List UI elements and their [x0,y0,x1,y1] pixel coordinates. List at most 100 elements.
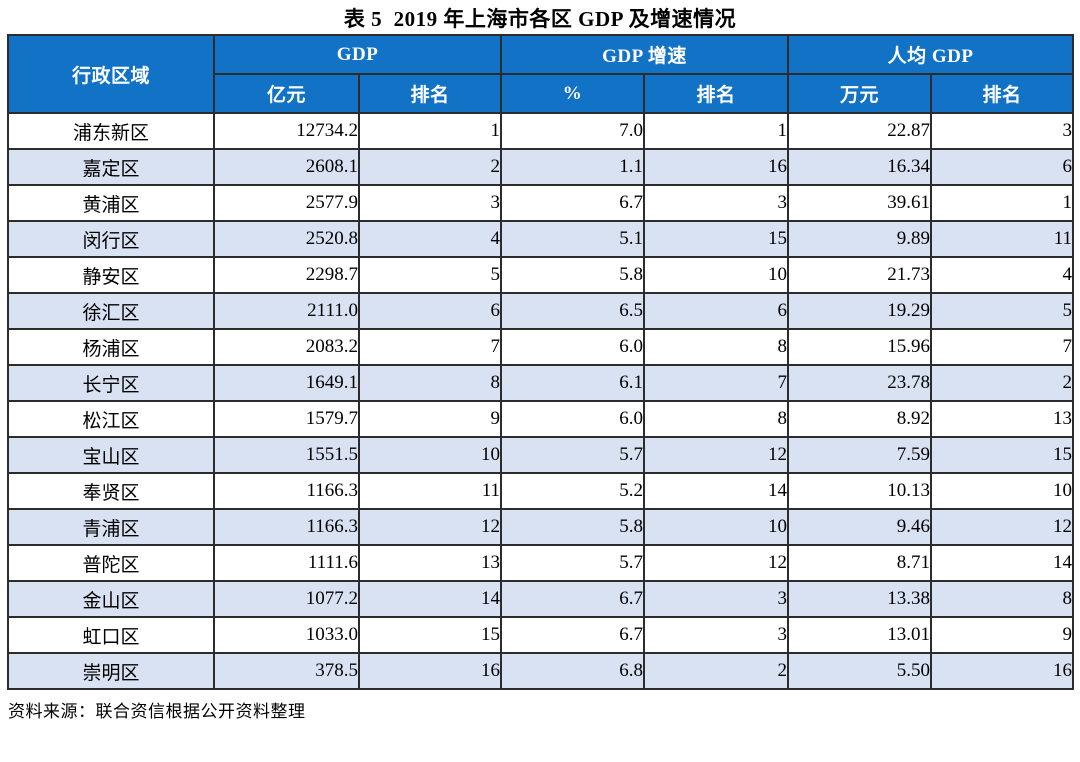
cell-value: 9 [357,400,503,438]
cell-value: 6.8 [500,652,646,690]
cell-value: 2577.9 [213,184,360,222]
cell-value: 16 [357,652,503,690]
cell-value: 2111.0 [213,292,360,330]
cell-value: 9 [930,616,1075,654]
cell-value: 7.59 [787,436,933,474]
table-row: 徐汇区 2111.0 6 6.5 6 19.29 5 [7,292,1075,330]
table-row: 黄浦区 2577.9 3 6.7 3 39.61 1 [7,184,1075,222]
cell-district: 金山区 [7,580,215,618]
cell-value: 2 [643,652,790,690]
cell-value: 15 [357,616,503,654]
cell-value: 6.7 [500,184,646,222]
header-per-capita-rank: 排名 [930,73,1075,114]
header-gdp-rank: 排名 [357,73,503,114]
cell-value: 7 [930,328,1075,366]
header-district: 行政区域 [7,34,215,114]
cell-district: 松江区 [7,400,215,438]
cell-value: 3 [643,580,790,618]
table-row: 奉贤区 1166.3 11 5.2 14 10.13 10 [7,472,1075,510]
cell-value: 19.29 [787,292,933,330]
cell-district: 虹口区 [7,616,215,654]
cell-value: 10 [357,436,503,474]
table-row: 普陀区 1111.6 13 5.7 12 8.71 14 [7,544,1075,582]
cell-value: 2520.8 [213,220,360,258]
table-row: 杨浦区 2083.2 7 6.0 8 15.96 7 [7,328,1075,366]
cell-value: 6 [930,148,1075,186]
cell-value: 6.5 [500,292,646,330]
table-row: 浦东新区 12734.2 1 7.0 1 22.87 3 [7,112,1075,150]
cell-value: 15 [930,436,1075,474]
cell-value: 5.8 [500,508,646,546]
cell-value: 2298.7 [213,256,360,294]
cell-value: 2083.2 [213,328,360,366]
header-group-row: 行政区域 GDP GDP 增速 人均 GDP [7,34,1075,114]
cell-value: 1 [930,184,1075,222]
cell-value: 16.34 [787,148,933,186]
cell-district: 普陀区 [7,544,215,582]
cell-value: 1579.7 [213,400,360,438]
header-per-capita-unit: 万元 [787,73,933,114]
header-growth-unit: % [500,73,646,114]
cell-district: 静安区 [7,256,215,294]
cell-value: 10 [643,256,790,294]
cell-value: 8.92 [787,400,933,438]
header-growth-group: GDP 增速 [500,34,790,75]
table-row: 静安区 2298.7 5 5.8 10 21.73 4 [7,256,1075,294]
cell-value: 4 [357,220,503,258]
cell-value: 15 [643,220,790,258]
cell-value: 21.73 [787,256,933,294]
cell-value: 1551.5 [213,436,360,474]
cell-value: 6.0 [500,400,646,438]
cell-value: 14 [930,544,1075,582]
cell-value: 2 [357,148,503,186]
table-row: 长宁区 1649.1 8 6.1 7 23.78 2 [7,364,1075,402]
cell-value: 10.13 [787,472,933,510]
header-sub-row: 亿元 排名 % 排名 万元 排名 [8,73,1075,114]
cell-value: 22.87 [787,112,933,150]
source-note: 资料来源：联合资信根据公开资料整理 [8,702,306,721]
cell-value: 13.01 [787,616,933,654]
cell-value: 6.0 [500,328,646,366]
cell-value: 15.96 [787,328,933,366]
cell-district: 浦东新区 [7,112,215,150]
table-row: 崇明区 378.5 16 6.8 2 5.50 16 [7,652,1075,690]
cell-district: 徐汇区 [7,292,215,330]
cell-value: 6 [643,292,790,330]
cell-value: 6.7 [500,580,646,618]
cell-value: 1111.6 [213,544,360,582]
cell-value: 1649.1 [213,364,360,402]
cell-value: 378.5 [213,652,360,690]
table-row: 金山区 1077.2 14 6.7 3 13.38 8 [7,580,1075,618]
table-row: 嘉定区 2608.1 2 1.1 16 16.34 6 [7,148,1075,186]
cell-value: 1166.3 [213,472,360,510]
cell-value: 5.1 [500,220,646,258]
cell-value: 11 [357,472,503,510]
cell-value: 8 [357,364,503,402]
cell-value: 1077.2 [213,580,360,618]
cell-value: 16 [643,148,790,186]
cell-value: 1 [357,112,503,150]
cell-value: 39.61 [787,184,933,222]
table-body: 浦东新区 12734.2 1 7.0 1 22.87 3 嘉定区 2608.1 2 1.1 16 16.… [7,112,1075,690]
table-row: 松江区 1579.7 9 6.0 8 8.92 13 [7,400,1075,438]
cell-value: 3 [643,184,790,222]
cell-value: 8 [643,328,790,366]
cell-value: 9.89 [787,220,933,258]
cell-value: 7 [643,364,790,402]
cell-value: 16 [930,652,1075,690]
cell-district: 杨浦区 [7,328,215,366]
cell-value: 13.38 [787,580,933,618]
cell-value: 10 [643,508,790,546]
table-row: 宝山区 1551.5 10 5.7 12 7.59 15 [7,436,1075,474]
cell-value: 1.1 [500,148,646,186]
cell-district: 宝山区 [7,436,215,474]
cell-value: 5.7 [500,436,646,474]
header-growth-rank: 排名 [643,73,790,114]
cell-value: 3 [643,616,790,654]
cell-value: 12 [643,544,790,582]
cell-district: 闵行区 [7,220,215,258]
cell-value: 1033.0 [213,616,360,654]
table-header: 行政区域 GDP GDP 增速 人均 GDP 亿元 排名 % 排名 万元 排名 [7,34,1075,114]
cell-value: 7.0 [500,112,646,150]
